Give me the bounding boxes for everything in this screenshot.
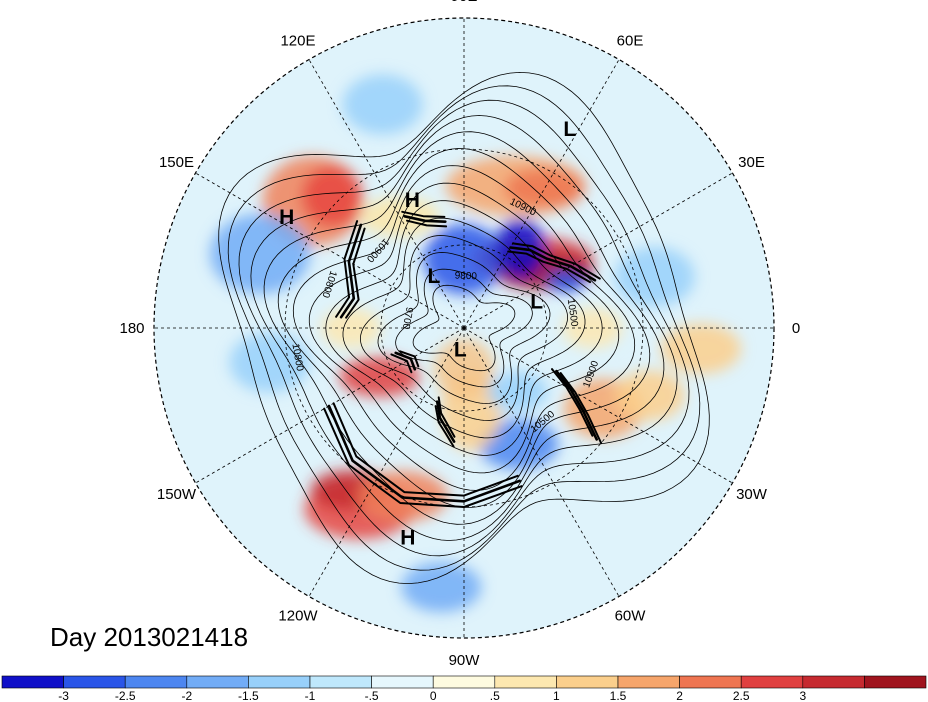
colorbar-tick-label: -2.5 bbox=[115, 689, 136, 702]
colorbar: -3 -2.5 -2 -1.5 -1 -.5 0 .5 1 1.5 2 2.5 3 bbox=[1, 675, 927, 702]
colorbar-tick-label: .5 bbox=[490, 689, 500, 702]
high-pressure-label: H bbox=[405, 189, 420, 212]
longitude-label: 30W bbox=[736, 486, 768, 503]
longitude-label: 120W bbox=[278, 608, 318, 625]
longitude-label: 0 bbox=[792, 320, 800, 337]
colorbar-swatch bbox=[864, 675, 927, 689]
longitude-label: 60W bbox=[615, 608, 647, 625]
colorbar-tick-label: -1 bbox=[305, 689, 316, 702]
pressure-center-labels: H H H L L L L bbox=[279, 118, 576, 550]
low-pressure-label: L bbox=[563, 118, 576, 141]
colorbar-swatch bbox=[124, 675, 188, 689]
colorbar-swatch bbox=[617, 675, 680, 689]
date-label: Day 2013021418 bbox=[50, 622, 248, 652]
colorbar-swatch bbox=[740, 675, 804, 689]
colorbar-tick-label: 1 bbox=[553, 689, 560, 702]
colorbar-swatch bbox=[679, 675, 742, 689]
colorbar-swatch bbox=[248, 675, 311, 689]
colorbar-swatch bbox=[432, 675, 496, 689]
longitude-label: 90E bbox=[451, 0, 478, 5]
colorbar-swatch bbox=[494, 675, 557, 689]
high-pressure-label: H bbox=[279, 206, 294, 229]
colorbar-swatch bbox=[186, 675, 249, 689]
low-pressure-label: L bbox=[454, 338, 467, 361]
colorbar-tick-label: -2 bbox=[181, 689, 192, 702]
low-pressure-label: L bbox=[530, 291, 543, 314]
lat-lon-grid bbox=[154, 18, 774, 638]
colorbar-tick-label: -.5 bbox=[365, 689, 379, 702]
colorbar-tick-label: -3 bbox=[58, 689, 69, 702]
colorbar-tick-label: 2.5 bbox=[733, 689, 750, 702]
colorbar-tick-label: 1.5 bbox=[610, 689, 627, 702]
low-pressure-label: L bbox=[427, 265, 440, 288]
contour-value-label: 9700 bbox=[400, 306, 415, 330]
colorbar-tick-label: 2 bbox=[676, 689, 683, 702]
jet-stream-contours bbox=[323, 210, 603, 508]
longitude-labels: 90E 60E 30E 0 30W 60W 90W 120W 150W 180 150E 120E bbox=[119, 0, 800, 669]
longitude-label: 150W bbox=[157, 486, 197, 503]
colorbar-swatch bbox=[556, 675, 619, 689]
contour-value-label: 10800 bbox=[289, 343, 305, 373]
contour-value-label: 9800 bbox=[454, 271, 477, 283]
longitude-label: 30E bbox=[738, 154, 765, 171]
colorbar-swatch bbox=[309, 675, 372, 689]
colorbar-tick-label: 0 bbox=[430, 689, 437, 702]
longitude-label: 120E bbox=[280, 32, 315, 49]
colorbar-swatch bbox=[63, 675, 126, 689]
map-boundary bbox=[153, 17, 775, 639]
longitude-label: 180 bbox=[119, 320, 144, 337]
contour-value-label: 10500 bbox=[565, 298, 580, 328]
colorbar-tick-label: 3 bbox=[799, 689, 806, 702]
colorbar-swatch bbox=[371, 675, 434, 689]
longitude-label: 90W bbox=[449, 652, 481, 669]
geopotential-height-contours bbox=[218, 71, 710, 585]
colorbar-tick-label: -1.5 bbox=[238, 689, 259, 702]
colorbar-swatch bbox=[1, 675, 64, 689]
longitude-label: 150E bbox=[159, 154, 194, 171]
longitude-label: 60E bbox=[617, 32, 644, 49]
high-pressure-label: H bbox=[400, 527, 415, 550]
colorbar-swatch bbox=[802, 675, 865, 689]
